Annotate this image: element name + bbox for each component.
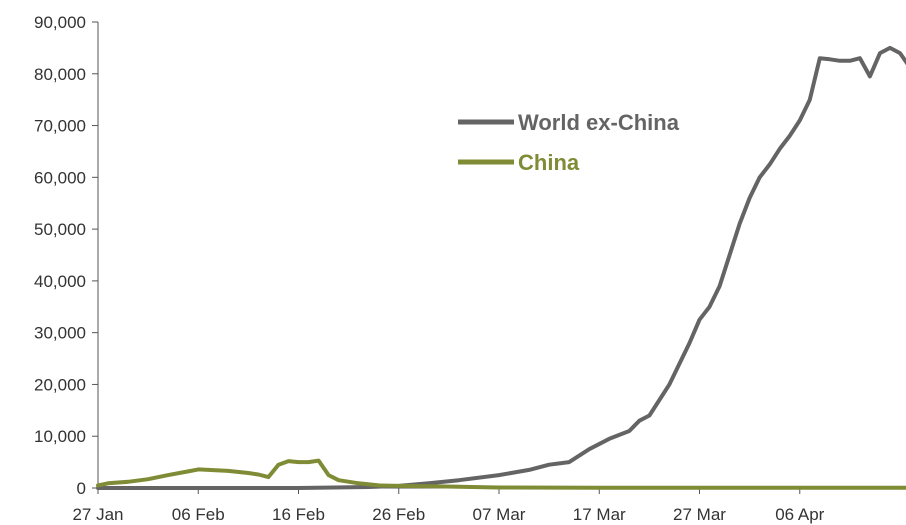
y-tick-label: 50,000 <box>34 220 86 239</box>
x-axis-ticks: 27 Jan 06 Feb 16 Feb 26 Feb 07 Mar 17 Mar 27 M… <box>72 488 825 524</box>
x-tick-label: 07 Mar <box>473 505 526 524</box>
y-tick-label: 40,000 <box>34 272 86 291</box>
x-tick-label: 16 Feb <box>272 505 325 524</box>
x-tick-label: 06 Apr <box>775 505 824 524</box>
y-tick-label: 10,000 <box>34 427 86 446</box>
x-tick-label: 27 Mar <box>673 505 726 524</box>
legend-label-world-ex-china: World ex-China <box>518 110 680 135</box>
y-tick-label: 30,000 <box>34 324 86 343</box>
series-line-world-ex-china <box>96 45 906 490</box>
series-group <box>96 45 906 490</box>
x-tick-label: 06 Feb <box>172 505 225 524</box>
y-tick-label: 70,000 <box>34 117 86 136</box>
y-tick-label: 0 <box>77 479 86 498</box>
y-tick-label: 90,000 <box>34 13 86 32</box>
series-line-china <box>96 458 906 490</box>
x-tick-label: 26 Feb <box>372 505 425 524</box>
y-tick-label: 80,000 <box>34 65 86 84</box>
y-tick-label: 60,000 <box>34 168 86 187</box>
legend-label-china: China <box>518 150 580 175</box>
x-tick-label: 17 Mar <box>573 505 626 524</box>
y-tick-label: 20,000 <box>34 375 86 394</box>
x-tick-label: 27 Jan <box>72 505 123 524</box>
legend: World ex-China China <box>458 110 680 175</box>
y-axis-ticks: 0 10,000 20,000 30,000 40,000 50,000 60,000 70,… <box>34 13 98 498</box>
